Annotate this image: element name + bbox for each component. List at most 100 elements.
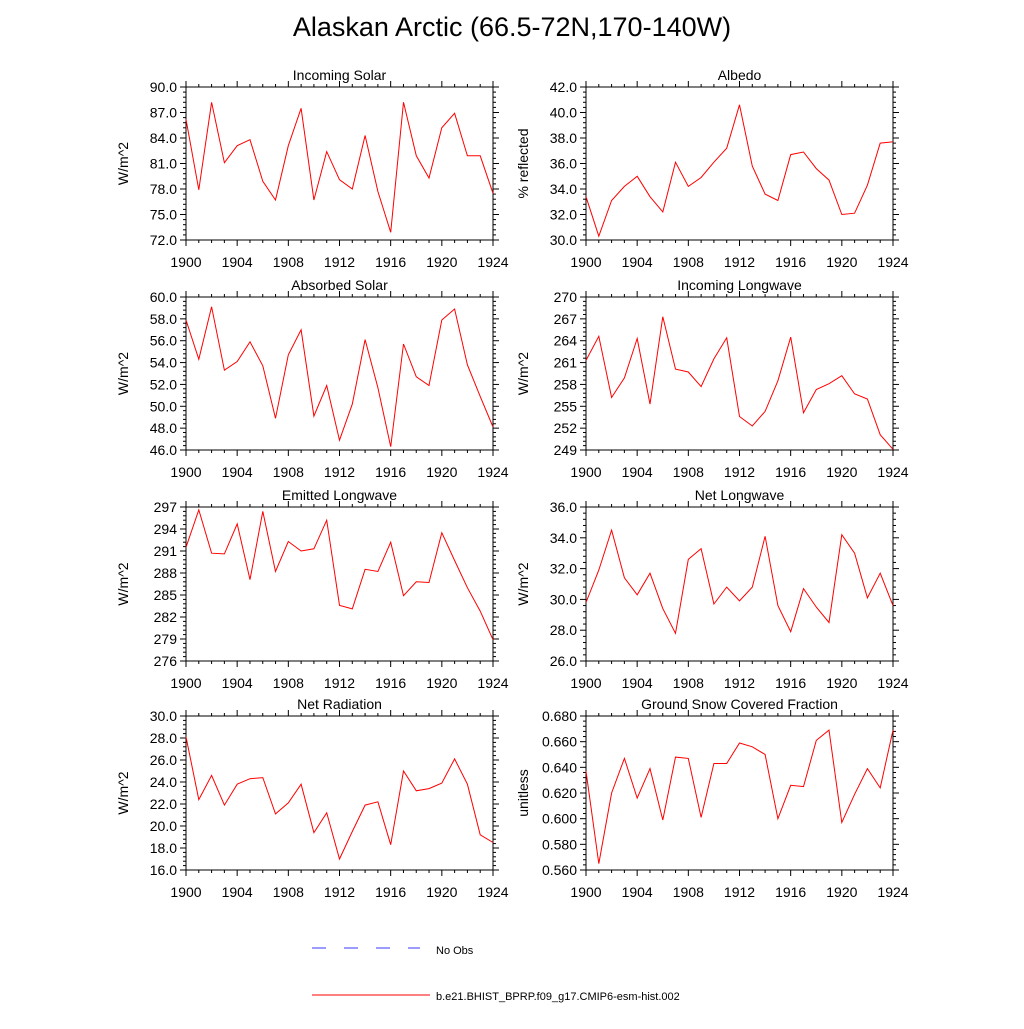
y-tick-label: 294 xyxy=(154,521,178,537)
x-tick-label: 1900 xyxy=(570,884,601,900)
y-tick-label: 297 xyxy=(154,499,178,515)
y-tick-label: 30.0 xyxy=(150,708,177,724)
y-tick-label: 72.0 xyxy=(150,232,177,248)
y-tick-label: 58.0 xyxy=(150,311,177,327)
y-tick-label: 32.0 xyxy=(550,207,577,223)
x-tick-label: 1912 xyxy=(724,464,755,480)
x-tick-label: 1916 xyxy=(375,884,406,900)
y-tick-label: 279 xyxy=(154,631,178,647)
y-tick-label: 46.0 xyxy=(150,442,177,458)
y-tick-label: 28.0 xyxy=(550,622,577,638)
x-tick-label: 1904 xyxy=(622,884,653,900)
y-tick-label: 20.0 xyxy=(150,818,177,834)
x-tick-label: 1904 xyxy=(222,884,253,900)
y-tick-label: 0.680 xyxy=(542,708,577,724)
y-tick-label: 258 xyxy=(554,376,578,392)
x-tick-label: 1916 xyxy=(375,254,406,270)
legend: No Obs b.e21.BHIST_BPRP.f09_g17.CMIP6-esm… xyxy=(312,945,680,1003)
x-tick-label: 1920 xyxy=(826,675,857,691)
x-tick-label: 1924 xyxy=(477,675,508,691)
x-tick-label: 1916 xyxy=(775,675,806,691)
y-tick-label: 50.0 xyxy=(150,398,177,414)
y-tick-label: 285 xyxy=(154,587,178,603)
y-axis-label: unitless xyxy=(515,769,531,816)
panel-title: Albedo xyxy=(718,67,762,83)
y-tick-label: 38.0 xyxy=(550,130,577,146)
x-tick-label: 1920 xyxy=(826,884,857,900)
y-tick-label: 0.620 xyxy=(542,785,577,801)
x-tick-label: 1916 xyxy=(775,464,806,480)
x-tick-label: 1916 xyxy=(375,464,406,480)
y-tick-label: 84.0 xyxy=(150,130,177,146)
chart-panel: Net Longwave W/m^2 26.0 28.0 30.0 32.0 34.0 36.… xyxy=(515,487,909,691)
x-tick-label: 1904 xyxy=(222,254,253,270)
legend-obs-label: No Obs xyxy=(436,945,474,957)
x-tick-label: 1916 xyxy=(375,675,406,691)
y-tick-label: 34.0 xyxy=(550,181,577,197)
panel-title: Ground Snow Covered Fraction xyxy=(641,696,838,712)
y-tick-label: 22.0 xyxy=(150,796,177,812)
x-tick-label: 1908 xyxy=(273,254,304,270)
x-tick-label: 1912 xyxy=(724,254,755,270)
chart-panel: Emitted Longwave W/m^2 276 279 282 285 288 291 2… xyxy=(115,487,509,691)
x-tick-label: 1908 xyxy=(273,884,304,900)
x-tick-label: 1900 xyxy=(170,254,201,270)
y-axis-label: W/m^2 xyxy=(515,352,531,395)
panel-title: Incoming Solar xyxy=(293,67,387,83)
y-tick-label: 0.640 xyxy=(542,759,577,775)
y-tick-label: 0.660 xyxy=(542,734,577,750)
series-line xyxy=(585,316,894,450)
x-tick-label: 1924 xyxy=(477,884,508,900)
y-tick-label: 26.0 xyxy=(550,653,577,669)
y-tick-label: 276 xyxy=(154,653,178,669)
y-tick-label: 24.0 xyxy=(150,774,177,790)
x-tick-label: 1920 xyxy=(826,254,857,270)
series-line xyxy=(185,736,494,861)
x-tick-label: 1900 xyxy=(570,254,601,270)
plot-frame xyxy=(185,86,494,241)
x-tick-label: 1900 xyxy=(170,675,201,691)
x-tick-label: 1924 xyxy=(877,884,908,900)
x-tick-label: 1900 xyxy=(170,464,201,480)
series-line xyxy=(185,508,494,640)
x-tick-label: 1912 xyxy=(324,464,355,480)
y-tick-label: 48.0 xyxy=(150,420,177,436)
y-tick-label: 252 xyxy=(554,420,578,436)
x-tick-label: 1908 xyxy=(673,464,704,480)
x-tick-label: 1912 xyxy=(324,884,355,900)
y-tick-label: 42.0 xyxy=(550,79,577,95)
series-line xyxy=(185,306,494,447)
panel-title: Emitted Longwave xyxy=(282,487,397,503)
x-tick-label: 1904 xyxy=(222,464,253,480)
y-tick-label: 261 xyxy=(554,355,578,371)
x-tick-label: 1924 xyxy=(477,254,508,270)
y-tick-label: 249 xyxy=(554,442,578,458)
x-tick-label: 1912 xyxy=(724,884,755,900)
panel-title: Incoming Longwave xyxy=(677,277,802,293)
x-tick-label: 1904 xyxy=(222,675,253,691)
y-tick-label: 52.0 xyxy=(150,376,177,392)
figure-title: Alaskan Arctic (66.5-72N,170-140W) xyxy=(292,12,732,42)
y-tick-label: 32.0 xyxy=(550,561,577,577)
x-tick-label: 1908 xyxy=(673,675,704,691)
y-tick-label: 264 xyxy=(554,333,578,349)
y-tick-label: 40.0 xyxy=(550,105,577,121)
x-tick-label: 1900 xyxy=(570,464,601,480)
panel-title: Net Longwave xyxy=(695,487,785,503)
y-tick-label: 291 xyxy=(154,543,178,559)
chart-panel: Ground Snow Covered Fraction unitless 0.56… xyxy=(515,696,909,900)
x-tick-label: 1904 xyxy=(622,254,653,270)
y-tick-label: 26.0 xyxy=(150,752,177,768)
x-tick-label: 1908 xyxy=(673,884,704,900)
chart-panel: Net Radiation W/m^2 16.0 18.0 20.0 22.0 24.0 26… xyxy=(115,696,509,900)
x-tick-label: 1912 xyxy=(724,675,755,691)
y-tick-label: 16.0 xyxy=(150,862,177,878)
panel-title: Absorbed Solar xyxy=(291,277,388,293)
x-tick-label: 1924 xyxy=(877,675,908,691)
x-tick-label: 1920 xyxy=(426,675,457,691)
x-tick-label: 1916 xyxy=(775,254,806,270)
plot-frame xyxy=(185,506,494,662)
y-tick-label: 282 xyxy=(154,609,178,625)
x-tick-label: 1904 xyxy=(622,675,653,691)
